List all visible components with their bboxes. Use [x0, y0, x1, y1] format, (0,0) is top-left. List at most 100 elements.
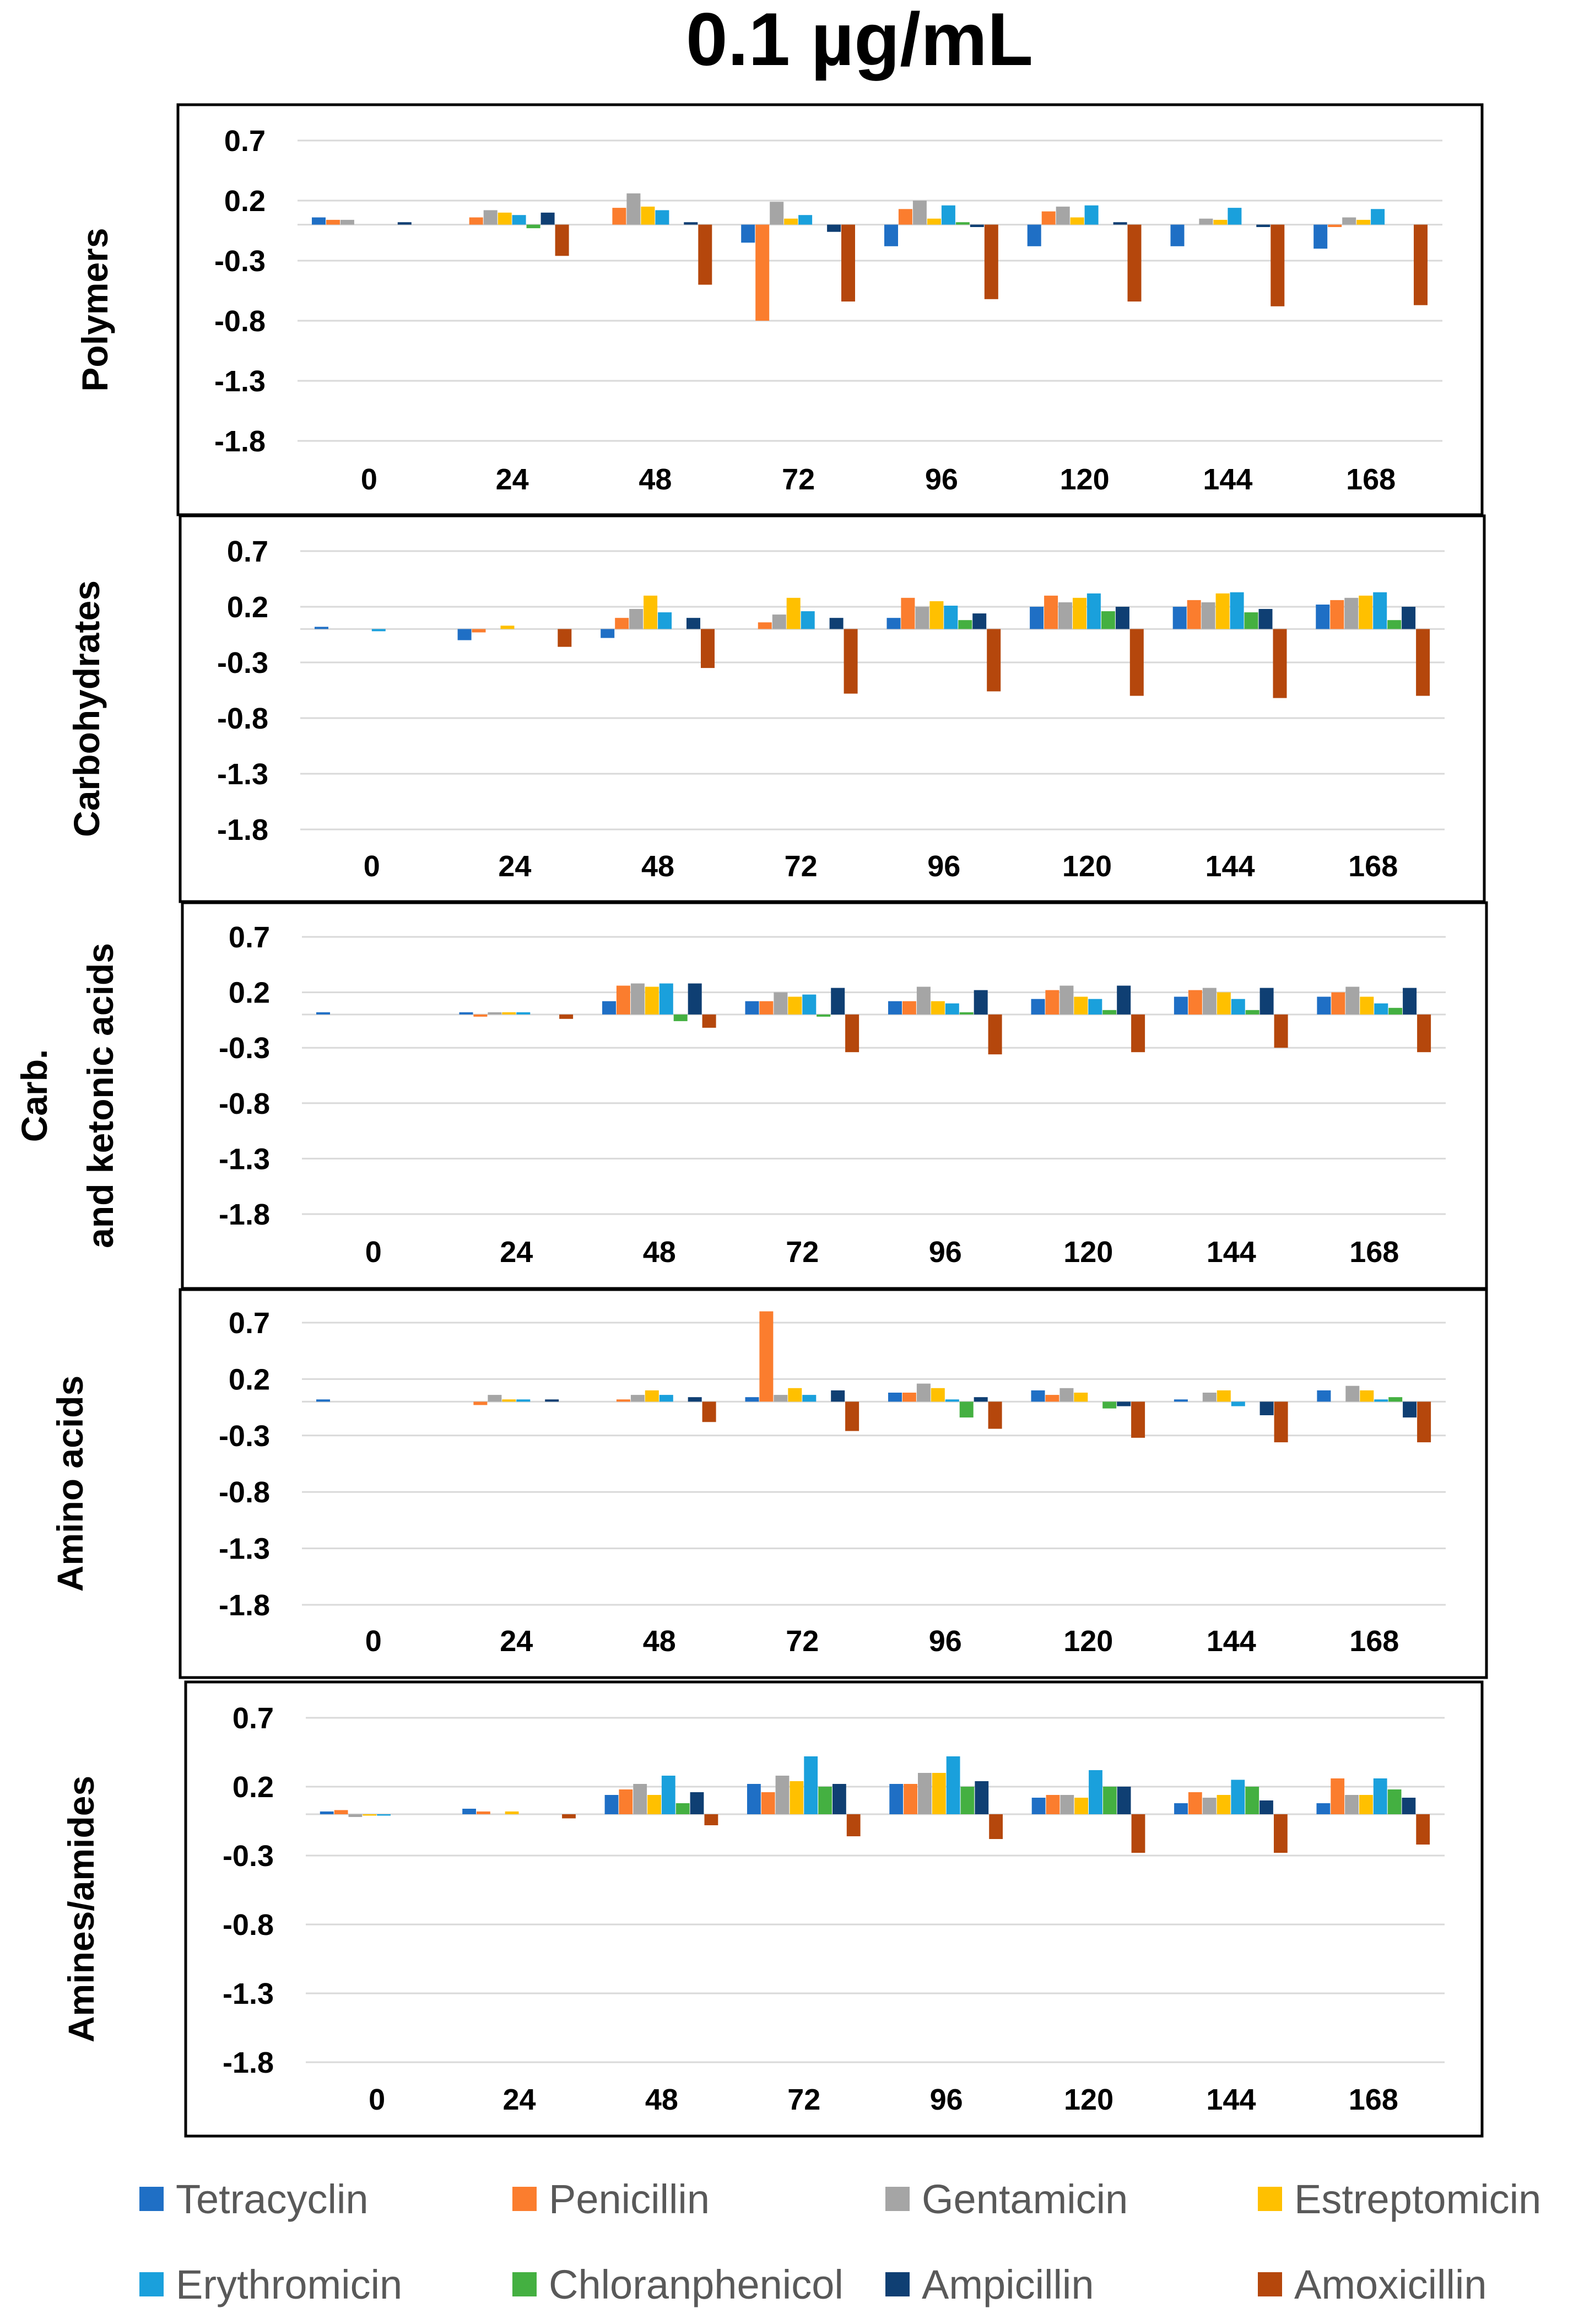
bar-amoxicillin-168: [1416, 1814, 1430, 1845]
bar-penicillin-72: [761, 1792, 775, 1814]
bar-tetracyclin-24: [459, 1012, 473, 1015]
bar-amoxicillin-72: [845, 1014, 859, 1053]
bar-amoxicillin-144: [1273, 629, 1287, 698]
bar-tetracyclin-168: [1313, 224, 1328, 249]
legend-item-tetracyclin: Tetracyclin: [139, 2176, 369, 2222]
legend-item-estreptomicin: Estreptomicin: [1258, 2176, 1541, 2222]
bar-tetracyclin-120: [1031, 1390, 1045, 1402]
bar-penicillin-144: [1188, 1792, 1202, 1814]
bar-amoxicillin-96: [989, 1814, 1003, 1839]
legend-swatch: [885, 2187, 910, 2211]
bar-chloranphenicol-120: [1101, 611, 1115, 629]
bar-estreptomicin-72: [788, 996, 802, 1015]
panel-5: 0.7 0.2 -0.3 -0.8 -1.3 -1.8 0 24 48 72 96 120 144 168…: [61, 1680, 1484, 2138]
bar-erythromicin-0: [377, 1814, 391, 1816]
bar-gentamicin-120: [1059, 985, 1074, 1015]
bar-gentamicin-24: [488, 1012, 502, 1015]
bar-ampicillin-72: [827, 224, 841, 232]
legend-label: Chloranphenicol: [549, 2262, 844, 2307]
x-tick-label: 96: [925, 463, 958, 496]
bar-penicillin-24: [473, 1014, 488, 1017]
panel-label-line2: and ketonic acids: [80, 943, 121, 1248]
bar-gentamicin-120: [1056, 206, 1070, 225]
legend-swatch: [139, 2187, 164, 2211]
bar-ampicillin-120: [1115, 607, 1129, 629]
bar-erythromicin-96: [945, 1399, 959, 1402]
bar-chloranphenicol-168: [1388, 1397, 1403, 1402]
panel-3: 0.7 0.2 -0.3 -0.8 -1.3 -1.8 0 24 48 72 96 120 144 168…: [14, 901, 1488, 1290]
bar-ampicillin-48: [690, 1792, 704, 1814]
bar-estreptomicin-144: [1213, 219, 1228, 225]
legend-label: Penicillin: [549, 2176, 710, 2222]
bar-erythromicin-72: [802, 994, 817, 1015]
bar-penicillin-96: [902, 1393, 916, 1402]
bar-amoxicillin-144: [1274, 1814, 1288, 1853]
bar-tetracyclin-24: [457, 629, 472, 640]
x-tick-label: 24: [503, 2083, 536, 2116]
x-tick-label: 120: [1064, 2083, 1113, 2116]
bar-estreptomicin-120: [1074, 1798, 1088, 1814]
bar-amoxicillin-144: [1274, 1014, 1288, 1048]
x-tick-label: 144: [1207, 1236, 1256, 1269]
bar-penicillin-48: [616, 985, 630, 1015]
bar-estreptomicin-24: [500, 626, 515, 629]
bar-tetracyclin-168: [1316, 1803, 1331, 1814]
x-tick-label: 0: [364, 850, 380, 883]
bar-penicillin-72: [759, 1001, 774, 1015]
bar-tetracyclin-168: [1316, 605, 1330, 629]
bar-amoxicillin-72: [845, 1401, 859, 1431]
x-tick-label: 72: [785, 850, 818, 883]
legend: Tetracyclin Penicillin Gentamicin Estreptom…: [139, 2176, 1541, 2307]
legend-swatch: [139, 2272, 164, 2296]
bar-penicillin-96: [898, 209, 912, 225]
bar-ampicillin-120: [1113, 222, 1127, 225]
bar-amoxicillin-48: [702, 1401, 716, 1422]
bar-ampicillin-24: [540, 212, 555, 225]
bar-gentamicin-144: [1202, 1393, 1217, 1402]
bar-amoxicillin-96: [988, 1401, 1002, 1429]
legend-label: Amoxicillin: [1294, 2262, 1487, 2307]
bar-tetracyclin-144: [1172, 607, 1187, 629]
bar-gentamicin-72: [770, 202, 784, 225]
bar-ampicillin-48: [688, 1397, 702, 1402]
bar-ampicillin-168: [1403, 988, 1417, 1015]
legend-item-erythromicin: Erythromicin: [139, 2262, 402, 2307]
bar-estreptomicin-48: [641, 206, 655, 225]
legend-swatch: [512, 2272, 537, 2296]
bar-amoxicillin-72: [846, 1814, 861, 1836]
bar-tetracyclin-72: [741, 224, 755, 243]
bar-ampicillin-48: [688, 983, 702, 1015]
legend-label: Ampicillin: [922, 2262, 1094, 2307]
bar-tetracyclin-120: [1027, 224, 1041, 246]
bar-erythromicin-72: [804, 1756, 818, 1814]
bar-erythromicin-168: [1373, 1778, 1387, 1814]
bar-gentamicin-168: [1344, 597, 1359, 629]
bar-estreptomicin-168: [1359, 1795, 1373, 1814]
panel-2: 0.7 0.2 -0.3 -0.8 -1.3 -1.8 0 24 48 72 96 120 144 168…: [66, 514, 1486, 903]
bar-erythromicin-144: [1230, 592, 1244, 629]
bar-tetracyclin-48: [601, 629, 615, 638]
y-tick-label: 0.2: [224, 185, 266, 218]
bar-chloranphenicol-120: [1102, 1010, 1117, 1015]
bar-chloranphenicol-48: [675, 1803, 690, 1814]
x-tick-label: 144: [1203, 463, 1252, 496]
legend-item-gentamicin: Gentamicin: [885, 2176, 1128, 2222]
bar-tetracyclin-0: [320, 1811, 334, 1814]
figure-title: 0.1 µg/mL: [686, 0, 1033, 81]
x-tick-label: 120: [1063, 1625, 1113, 1658]
x-tick-label: 72: [787, 2083, 820, 2116]
bar-estreptomicin-72: [790, 1781, 804, 1814]
bar-estreptomicin-0: [363, 1814, 377, 1816]
panel-frame: [179, 514, 1486, 903]
bar-erythromicin-120: [1084, 205, 1099, 225]
bar-amoxicillin-144: [1271, 224, 1285, 306]
x-tick-label: 0: [365, 1625, 382, 1658]
bar-ampicillin-24: [545, 1399, 559, 1402]
bar-gentamicin-72: [775, 1776, 790, 1814]
legend-label: Tetracyclin: [176, 2176, 369, 2222]
legend-label: Gentamicin: [922, 2176, 1128, 2222]
bar-ampicillin-72: [829, 618, 844, 629]
bar-ampicillin-96: [975, 1781, 989, 1814]
legend-item-amoxicillin: Amoxicillin: [1258, 2262, 1487, 2307]
bar-erythromicin-120: [1088, 999, 1102, 1015]
